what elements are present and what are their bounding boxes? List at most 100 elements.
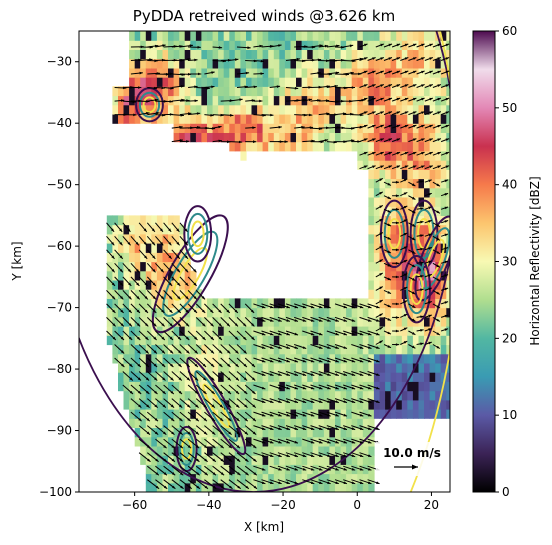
reflectivity-cell xyxy=(396,243,403,253)
reflectivity-cell xyxy=(173,473,180,484)
reflectivity-cell xyxy=(396,67,403,78)
wind-vector-head xyxy=(144,296,148,300)
reflectivity-cell xyxy=(346,58,353,69)
reflectivity-cell xyxy=(390,390,397,401)
wind-vector-head xyxy=(404,43,409,47)
reflectivity-cell xyxy=(212,455,219,465)
wind-vector-head xyxy=(270,346,274,349)
reflectivity-cell xyxy=(156,104,164,115)
reflectivity-cell xyxy=(262,77,269,87)
wind-vector-head xyxy=(436,305,440,308)
wind-vector-head xyxy=(359,373,364,376)
reflectivity-cell xyxy=(145,261,152,272)
wind-vector-head xyxy=(253,140,257,144)
reflectivity-cell xyxy=(318,307,325,318)
reflectivity-cell xyxy=(446,252,450,263)
reflectivity-cell xyxy=(140,372,147,382)
reflectivity-cell xyxy=(168,114,175,124)
wind-vector-head xyxy=(396,70,401,74)
wind-vector-head xyxy=(169,100,173,103)
reflectivity-cell xyxy=(234,40,241,50)
reflectivity-cell xyxy=(424,86,431,97)
wind-vector-head xyxy=(145,350,149,354)
reflectivity-cell xyxy=(340,427,347,438)
reflectivity-cell xyxy=(212,86,219,97)
wind-vector-head xyxy=(395,343,400,346)
wind-vector-head xyxy=(237,485,241,489)
wind-vector-head xyxy=(436,332,440,335)
reflectivity-cell xyxy=(312,353,319,364)
reflectivity-cell xyxy=(279,335,286,346)
wind-vector-head xyxy=(428,260,432,264)
reflectivity-cell xyxy=(190,455,197,465)
reflectivity-cell xyxy=(296,464,303,475)
wind-vector-head xyxy=(429,43,433,47)
reflectivity-cell xyxy=(246,31,253,41)
reflectivity-cell xyxy=(307,427,314,438)
reflectivity-cell xyxy=(312,436,319,447)
wind-vector-head xyxy=(395,207,400,211)
reflectivity-cell xyxy=(262,427,269,438)
reflectivity-cell xyxy=(218,58,225,69)
wind-vector-head xyxy=(244,431,248,435)
reflectivity-cell xyxy=(323,353,331,364)
wind-vector-head xyxy=(396,111,401,114)
reflectivity-cell xyxy=(145,58,152,69)
wind-vector-head xyxy=(412,250,416,254)
reflectivity-cell xyxy=(257,123,264,133)
reflectivity-cell xyxy=(229,141,236,152)
reflectivity-cell xyxy=(273,409,280,419)
reflectivity-cell xyxy=(257,86,264,97)
reflectivity-cell xyxy=(340,95,347,106)
wind-vector-head xyxy=(364,138,368,141)
reflectivity-cell xyxy=(318,104,325,115)
reflectivity-cell xyxy=(362,104,369,115)
wind-vector-head xyxy=(234,309,238,313)
reflectivity-cell xyxy=(212,326,219,336)
reflectivity-cell xyxy=(129,289,136,299)
reflectivity-cell xyxy=(106,215,113,226)
reflectivity-cell xyxy=(368,372,375,382)
reflectivity-cell xyxy=(140,353,147,364)
wind-vector-head xyxy=(278,305,282,309)
reflectivity-cell xyxy=(335,362,342,373)
reflectivity-cell xyxy=(268,344,275,355)
wind-vector-head xyxy=(202,336,206,340)
reflectivity-cell xyxy=(435,381,442,392)
reflectivity-cell xyxy=(435,298,442,309)
reflectivity-cell xyxy=(257,58,264,69)
reflectivity-cell xyxy=(212,335,219,346)
reflectivity-cell xyxy=(179,473,186,484)
reflectivity-cell xyxy=(346,464,353,475)
reflectivity-cell xyxy=(424,399,431,410)
reflectivity-cell xyxy=(307,40,314,50)
wind-vector-head xyxy=(286,467,290,471)
x-tick-label: 0 xyxy=(353,498,361,512)
reflectivity-cell xyxy=(201,31,208,41)
wind-vector-head xyxy=(203,431,208,435)
reflectivity-cell xyxy=(340,104,347,115)
reflectivity-cell xyxy=(396,49,403,60)
reflectivity-cell xyxy=(390,353,397,364)
wind-vector-head xyxy=(428,179,432,183)
wind-vector-head xyxy=(235,363,239,367)
wind-vector-head xyxy=(351,332,356,336)
wind-vector-head xyxy=(270,454,274,457)
reflectivity-cell xyxy=(301,418,308,428)
reflectivity-cell xyxy=(279,436,286,447)
reflectivity-cell xyxy=(151,58,158,69)
reflectivity-cell xyxy=(301,455,308,465)
wind-vector-head xyxy=(270,332,274,336)
reflectivity-cell xyxy=(106,279,113,290)
wind-vector-head xyxy=(364,70,368,74)
reflectivity-cell xyxy=(390,344,397,355)
wind-vector-head xyxy=(319,400,323,403)
wind-vector-head xyxy=(359,413,364,417)
reflectivity-cell xyxy=(190,372,197,382)
reflectivity-cell xyxy=(440,77,447,87)
reflectivity-cell xyxy=(351,67,358,78)
contour-line xyxy=(162,230,219,317)
reflectivity-cell xyxy=(284,49,292,60)
reflectivity-cell xyxy=(368,482,375,492)
